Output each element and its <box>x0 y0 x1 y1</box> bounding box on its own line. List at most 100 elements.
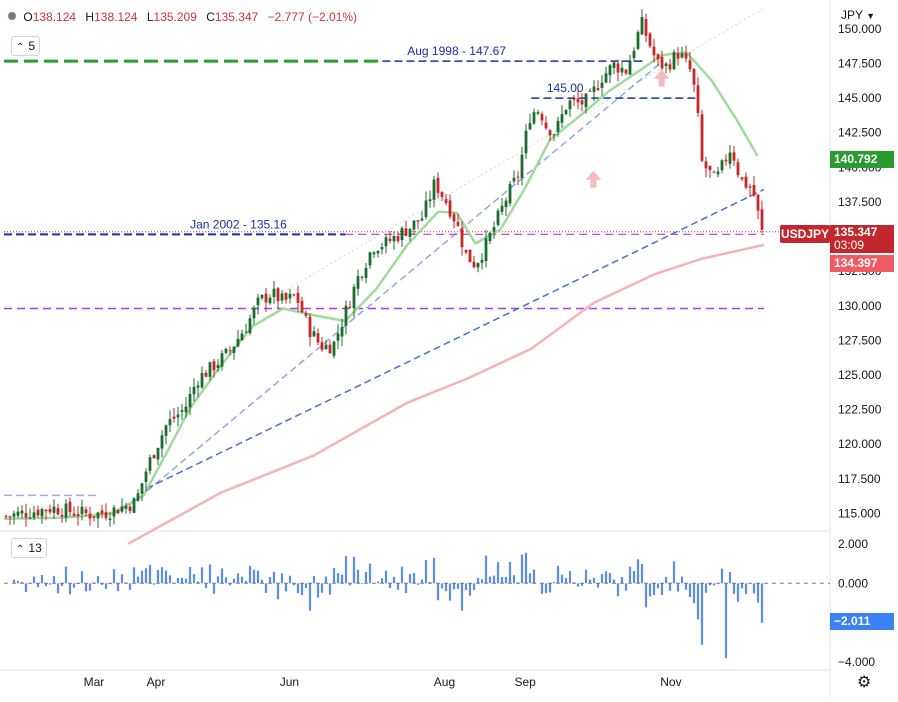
candle-body <box>604 73 608 83</box>
candle-body <box>204 372 208 377</box>
candle-body <box>24 513 28 518</box>
candle-body <box>92 516 96 519</box>
ma-short-price: 140.792 <box>834 152 878 166</box>
candle-body <box>160 435 164 449</box>
ohlc-legend: O138.124 H138.124 L135.209 C135.347 −2.7… <box>8 10 363 24</box>
arrow-up-icon <box>653 69 670 87</box>
candle-body <box>324 344 328 349</box>
candle-body <box>104 512 108 519</box>
candle-body <box>640 17 644 35</box>
candle-body <box>76 514 80 517</box>
candle-body <box>752 185 756 196</box>
candle-body <box>412 220 416 230</box>
candle-body <box>56 508 60 515</box>
candle-body <box>288 293 292 299</box>
x-tick-label: Nov <box>660 675 681 689</box>
candle-body <box>404 228 408 236</box>
candle-body <box>120 506 124 512</box>
candle-body <box>292 294 296 296</box>
candle-body <box>428 199 432 202</box>
candle-body <box>416 220 420 222</box>
x-tick-label: Aug <box>434 675 455 689</box>
bar-countdown: 03:09 <box>834 238 865 252</box>
candle-body <box>552 134 556 136</box>
candle-body <box>736 162 740 176</box>
candle-body <box>40 508 44 517</box>
candle-body <box>240 333 244 341</box>
indicator-y-tick-label: −4.000 <box>838 655 875 669</box>
candle-body <box>284 293 288 300</box>
close-value: 135.347 <box>214 10 259 24</box>
y-tick-label: 147.500 <box>838 57 882 71</box>
change-value: −2.777 (−2.01%) <box>267 10 358 24</box>
open-label: O <box>23 10 33 24</box>
candle-body <box>236 338 240 347</box>
candle-body <box>464 249 468 253</box>
candle-body <box>252 307 256 319</box>
candle-body <box>376 251 380 254</box>
candle-body <box>308 316 312 338</box>
candle-body <box>228 350 232 352</box>
candle-body <box>504 200 508 208</box>
candle-body <box>124 505 128 509</box>
candle-body <box>608 65 612 76</box>
candle-body <box>500 205 504 212</box>
chevron-up-icon: ⌃ <box>16 544 25 555</box>
open-value: 138.124 <box>32 10 77 24</box>
candle-body <box>536 112 540 114</box>
candle-body <box>68 501 72 513</box>
y-tick-label: 120.000 <box>838 437 882 451</box>
currency-selector[interactable]: JPY ▼ <box>841 8 875 22</box>
candle-body <box>328 344 332 354</box>
candle-body <box>400 228 404 240</box>
candle-body <box>36 509 40 516</box>
candle-body <box>136 493 140 501</box>
candle-body <box>108 518 112 520</box>
candle-body <box>744 176 748 188</box>
candle-body <box>492 227 496 232</box>
indicator-bars <box>4 552 764 659</box>
candle-body <box>724 159 728 162</box>
candle-body <box>728 152 732 164</box>
candle-body <box>548 130 552 136</box>
candle-body <box>564 110 568 115</box>
candle-body <box>732 152 736 161</box>
candle-body <box>488 233 492 242</box>
candle-body <box>184 406 188 413</box>
candle-body <box>380 247 384 250</box>
candle-body <box>644 19 648 36</box>
ma-long-price-tag: 134.397 <box>830 255 894 272</box>
candle-body <box>264 293 268 303</box>
gear-icon[interactable]: ⚙ <box>857 674 872 691</box>
y-tick-label: 145.000 <box>838 91 882 105</box>
indicator-y-tick-label: 2.000 <box>838 537 868 551</box>
candle-body <box>476 263 480 268</box>
candle-body <box>212 361 216 371</box>
candle-body <box>128 506 132 511</box>
candle-body <box>148 457 152 471</box>
candle-body <box>172 416 176 419</box>
candle-body <box>668 64 672 70</box>
indicator-value: −2.011 <box>834 614 871 628</box>
candle-body <box>316 333 320 343</box>
candle-body <box>360 276 364 278</box>
y-tick-label: 142.500 <box>838 126 882 140</box>
candle-body <box>176 414 180 418</box>
y-tick-label: 137.500 <box>838 195 882 209</box>
y-tick-label: 117.500 <box>838 472 881 486</box>
candle-body <box>624 69 628 74</box>
candle-body <box>716 171 720 175</box>
candle-body <box>28 517 32 519</box>
candle-body <box>680 53 684 58</box>
candle-body <box>344 305 348 326</box>
ma-short-line <box>3 51 759 521</box>
indicator-legend-toggle[interactable]: ⌃ 13 <box>11 538 47 558</box>
candle-body <box>712 171 716 173</box>
candle-body <box>448 200 452 217</box>
ma-legend-toggle[interactable]: ⌃ 5 <box>11 36 41 56</box>
candle-body <box>672 52 676 70</box>
y-tick-label: 127.500 <box>838 333 882 347</box>
candle-body <box>224 348 228 353</box>
